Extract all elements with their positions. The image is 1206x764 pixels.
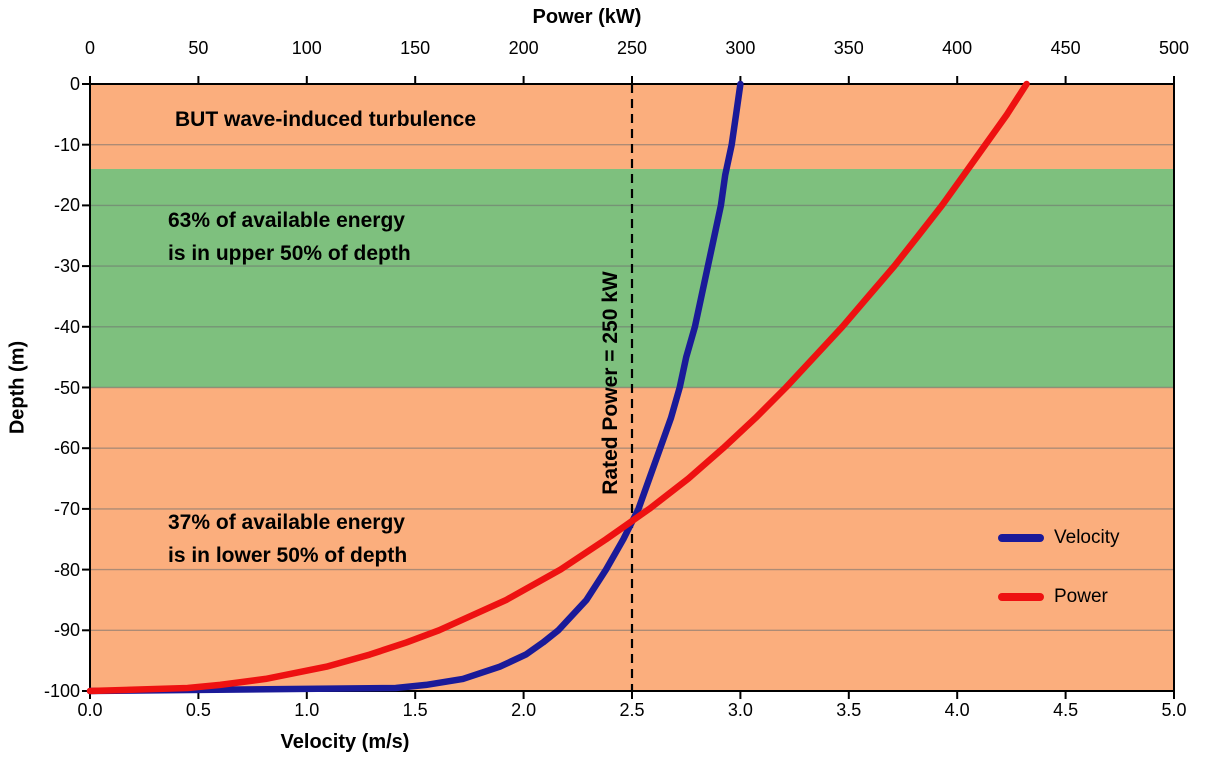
annotation-upper-energy-line1: 63% of available energy bbox=[168, 209, 405, 232]
annotation-wave-turbulence: BUT wave-induced turbulence bbox=[175, 108, 477, 131]
annotation-upper-energy: 63% of available energy is in upper 50% … bbox=[168, 204, 411, 270]
legend-label-power: Power bbox=[1054, 586, 1108, 607]
power-curve bbox=[86, 80, 1030, 695]
annotation-lower-energy: 37% of available energy is in lower 50% … bbox=[168, 506, 407, 572]
annotation-upper-energy-line2: is in upper 50% of depth bbox=[168, 242, 411, 265]
bottom-axis-title: Velocity (m/s) bbox=[280, 731, 410, 753]
legend-entry-velocity: Velocity bbox=[998, 527, 1119, 549]
left-axis-title: Depth (m) bbox=[6, 340, 29, 435]
power-line-swatch bbox=[998, 593, 1044, 601]
legend-label-velocity: Velocity bbox=[1054, 527, 1120, 548]
velocity-curve bbox=[86, 80, 744, 695]
depth-band-0 bbox=[90, 84, 1174, 169]
annotation-lower-energy-line1: 37% of available energy bbox=[168, 511, 405, 534]
velocity-line-swatch bbox=[998, 534, 1044, 542]
rated-power-label: Rated Power = 250 kW bbox=[599, 271, 622, 495]
legend-entry-power: Power bbox=[998, 586, 1108, 608]
annotation-lower-energy-line2: is in lower 50% of depth bbox=[168, 544, 408, 567]
top-axis-title: Power (kW) bbox=[532, 6, 642, 28]
